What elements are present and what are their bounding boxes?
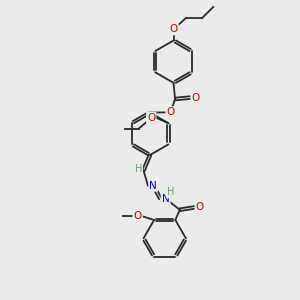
Text: N: N: [149, 181, 157, 190]
Text: H: H: [134, 164, 142, 174]
Text: O: O: [147, 113, 155, 123]
Text: H: H: [167, 187, 175, 197]
Text: O: O: [169, 24, 178, 34]
Text: O: O: [167, 107, 175, 117]
Text: O: O: [134, 212, 142, 221]
Text: O: O: [191, 93, 200, 103]
Text: O: O: [196, 202, 204, 212]
Text: N: N: [162, 194, 170, 204]
